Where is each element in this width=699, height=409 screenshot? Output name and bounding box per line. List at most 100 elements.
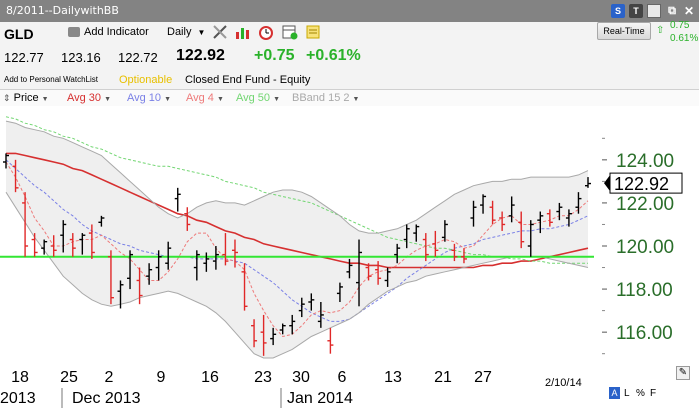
ohlc-bar <box>107 250 114 305</box>
symbol-label[interactable]: GLD <box>4 26 34 42</box>
ohlc-bar <box>336 282 343 302</box>
legend-avg10-label: Avg 10 <box>127 92 162 104</box>
tv-icon[interactable]: T <box>629 4 643 18</box>
chevron-down-icon: ▼ <box>41 96 49 103</box>
ohlc-bar <box>222 233 229 266</box>
s-dropdown-icon[interactable]: S <box>611 4 625 18</box>
ohlc-bar <box>165 241 172 270</box>
ohlc-bar <box>375 261 382 285</box>
drawing-tools-icon[interactable] <box>212 24 228 40</box>
realtime-change: 0.75 <box>670 20 690 31</box>
last-price-box <box>609 172 683 194</box>
open-price: 122.77 <box>4 50 44 65</box>
x-tick-label: 16 <box>201 369 219 386</box>
chevron-down-icon: ▼ <box>164 96 171 103</box>
window-titlebar: 8/2011--DailywithBB S T ⧉ ✕ <box>0 0 699 22</box>
ohlc-bar <box>289 314 296 335</box>
ohlc-bar <box>193 250 200 281</box>
legend-avg10[interactable]: Avg 10 ▼ <box>127 92 171 104</box>
add-indicator-button[interactable]: Add Indicator <box>68 26 149 38</box>
price-change: +0.75 <box>254 47 295 64</box>
x-tick-label: 9 <box>157 369 166 386</box>
series-bband-lower <box>5 191 589 359</box>
period-dropdown[interactable]: Daily ▼ <box>167 26 205 38</box>
ohlc-bar <box>203 252 210 272</box>
ohlc-bar <box>403 224 410 249</box>
printer-icon <box>68 27 80 38</box>
ohlc-bar <box>146 263 153 285</box>
legend-avg30[interactable]: Avg 30 ▼ <box>67 92 111 104</box>
ohlc-bar <box>88 224 95 259</box>
scale-percent-button[interactable]: % <box>636 388 645 399</box>
updown-arrows-icon: ⇕ <box>3 93 11 103</box>
x-tick-label: 30 <box>292 369 310 386</box>
chevron-down-icon: ▼ <box>352 96 360 103</box>
ohlc-bar <box>499 211 506 231</box>
ohlc-bar <box>184 207 191 231</box>
ohlc-bar <box>98 215 105 227</box>
alarm-clock-icon[interactable] <box>258 24 274 40</box>
legend-avg30-label: Avg 30 <box>67 92 102 104</box>
ohlc-bar <box>41 239 48 255</box>
legend-avg4-label: Avg 4 <box>186 92 214 104</box>
ohlc-bar <box>79 233 86 255</box>
scale-f-button[interactable]: F <box>650 388 657 399</box>
series-avg-10 <box>5 159 589 322</box>
x-tick-label: 18 <box>11 369 29 386</box>
ohlc-bar <box>298 297 305 318</box>
realtime-button[interactable]: Real-Time <box>597 22 651 40</box>
ohlc-bar <box>31 233 38 257</box>
indicator-bars-icon[interactable] <box>235 24 251 40</box>
window-title: 8/2011--DailywithBB <box>6 4 119 17</box>
ohlc-bar <box>3 153 9 169</box>
ohlc-bar <box>441 220 448 242</box>
restore-icon[interactable]: ⧉ <box>668 5 676 17</box>
security-description: Closed End Fund - Equity <box>185 74 311 86</box>
scale-log-button[interactable]: L <box>624 388 630 399</box>
save-icon[interactable] <box>647 4 661 18</box>
ohlc-bar <box>537 211 544 234</box>
ohlc-bar <box>585 177 591 188</box>
ohlc-bar <box>155 250 162 281</box>
legend-bband[interactable]: BBand 15 2 ▼ <box>292 92 359 104</box>
ohlc-bar <box>422 233 429 262</box>
y-tick-label: 122.00 <box>616 194 674 215</box>
close-icon[interactable]: ✕ <box>683 4 695 18</box>
chevron-down-icon: ▼ <box>197 28 206 37</box>
legend-avg50[interactable]: Avg 50 ▼ <box>236 92 280 104</box>
indicator-legend: ⇕ Price ▼ Avg 30 ▼ Avg 10 ▼ Avg 4 ▼ Avg 50 ▼ … <box>0 90 699 106</box>
ohlc-bar <box>546 209 553 227</box>
up-arrow-icon: ⇧ <box>656 25 665 36</box>
ohlc-bar <box>508 196 515 223</box>
last-price-label: 122.92 <box>614 174 669 194</box>
series-bband-upper <box>5 120 589 234</box>
ohlc-bar <box>460 248 467 264</box>
ohlc-bar <box>470 200 477 227</box>
calendar-add-icon[interactable] <box>282 24 298 40</box>
x-tick-label: 6 <box>338 369 347 386</box>
ohlc-bar <box>527 220 534 257</box>
series-avg-4 <box>5 161 589 338</box>
legend-price[interactable]: ⇕ Price ▼ <box>3 92 49 104</box>
pencil-icon[interactable]: ✎ <box>676 366 690 380</box>
ohlc-bar <box>127 250 134 290</box>
ohlc-bar <box>212 246 219 270</box>
ohlc-bar <box>365 263 372 281</box>
price-chart[interactable]: 124.00 122.00 120.00 118.00 116.00 122.92 18 25… <box>0 106 699 409</box>
ohlc-bar <box>308 293 315 311</box>
legend-avg4[interactable]: Avg 4 ▼ <box>186 92 224 104</box>
ohlc-bar <box>231 239 238 268</box>
note-icon[interactable] <box>305 24 321 40</box>
price-change-percent: +0.61% <box>306 47 361 64</box>
period-label: Daily <box>167 26 192 38</box>
x-tick-label: 27 <box>474 369 492 386</box>
x-tick-label: 25 <box>60 369 78 386</box>
legend-price-label: Price <box>13 92 39 104</box>
ohlc-bar <box>575 192 582 214</box>
last-price: 122.92 <box>176 47 225 64</box>
month-label: Dec 2013 <box>72 390 141 407</box>
ohlc-bar <box>60 220 67 253</box>
scale-a-button[interactable]: A <box>609 387 620 399</box>
add-to-watchlist-link[interactable]: Add to Personal WatchList <box>4 75 98 84</box>
ohlc-bar <box>136 267 143 305</box>
